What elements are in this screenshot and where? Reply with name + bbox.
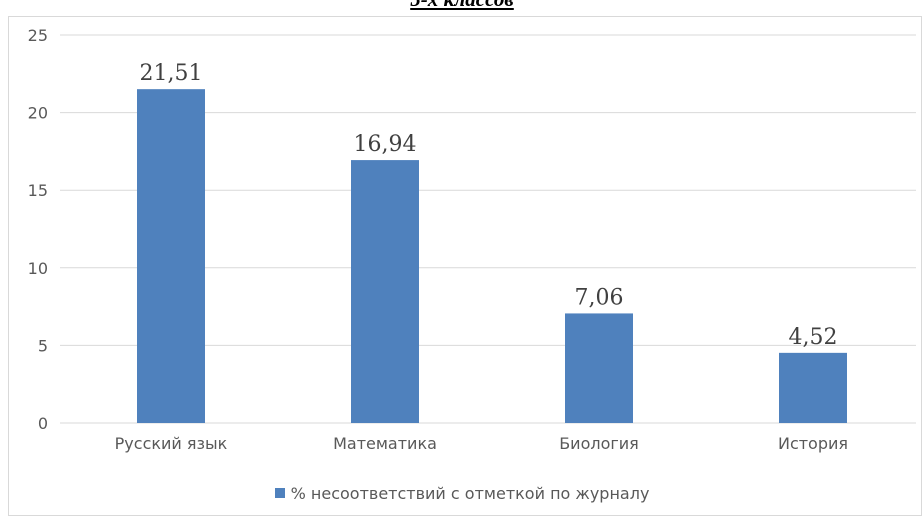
x-category-label: Математика xyxy=(333,434,437,453)
x-category-label: Русский язык xyxy=(115,434,228,453)
bar-data-label: 21,51 xyxy=(140,61,203,86)
y-axis-ticks: 0 5 10 15 20 25 xyxy=(28,26,48,433)
y-tick-label: 20 xyxy=(28,104,48,123)
bar-data-label: 7,06 xyxy=(575,285,624,310)
chart-title: 5-х классов xyxy=(0,0,924,10)
y-tick-label: 10 xyxy=(28,259,48,278)
bar-data-label: 4,52 xyxy=(789,325,838,350)
x-axis-categories: Русский язык Математика Биология История xyxy=(115,434,848,453)
bar xyxy=(137,89,205,424)
y-tick-label: 15 xyxy=(28,181,48,200)
data-labels: 21,51 16,94 7,06 4,52 xyxy=(140,61,838,350)
bar xyxy=(779,352,847,423)
legend: % несоответствий с отметкой по журналу xyxy=(0,484,924,503)
bar-data-label: 16,94 xyxy=(354,132,417,157)
bar xyxy=(351,160,419,424)
bars xyxy=(137,89,847,424)
bar xyxy=(565,313,633,423)
x-category-label: История xyxy=(778,434,848,453)
legend-label: % несоответствий с отметкой по журналу xyxy=(290,484,650,503)
y-tick-label: 25 xyxy=(28,26,48,45)
y-tick-label: 5 xyxy=(38,336,48,355)
legend-swatch xyxy=(274,488,285,498)
y-tick-label: 0 xyxy=(38,414,48,433)
x-category-label: Биология xyxy=(559,434,639,453)
